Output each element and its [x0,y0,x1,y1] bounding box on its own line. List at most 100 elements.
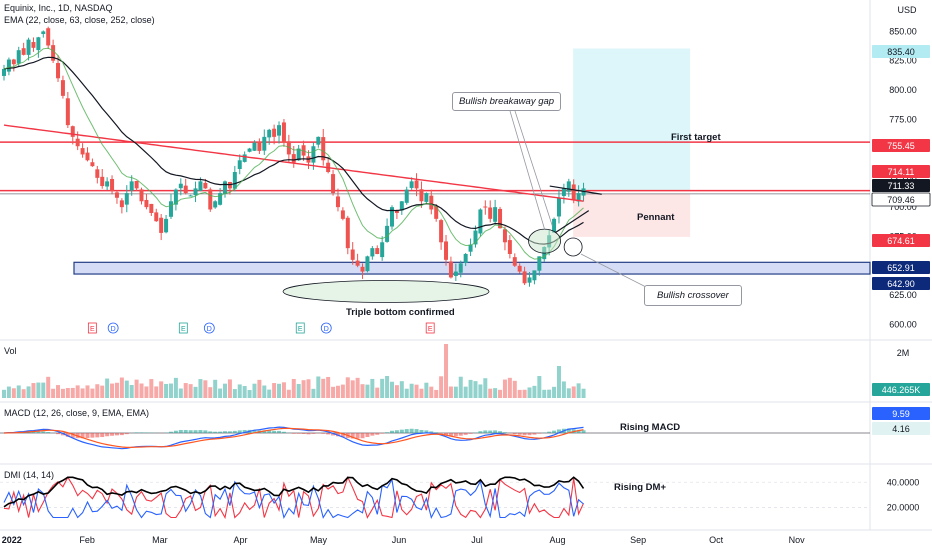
candle-body [95,169,100,178]
candle-body [277,125,282,136]
crossover-annotation: Bullish crossover [644,285,742,306]
candle-body [517,265,522,272]
candle-body [561,188,566,197]
volume-bar [159,381,164,398]
candle-body [242,154,247,162]
histogram-bar [517,433,522,435]
volume-bar [114,382,119,398]
earnings-marker [87,322,97,334]
volume-bar [458,376,463,398]
pennant-label: Pennant [637,212,675,223]
candle-body [247,148,252,152]
histogram-bar [203,430,208,433]
volume-bar [335,385,340,398]
histogram-bar [291,433,296,434]
candle-body [448,261,453,278]
candle-body [296,148,301,161]
volume-label-box [872,383,930,396]
earnings-marker [425,322,435,334]
volume-bar [512,380,517,398]
histogram-bar [419,429,424,433]
histogram-bar [434,432,439,433]
histogram-bar [370,433,375,436]
histogram-bar [262,430,267,433]
volume-bar [286,389,291,398]
price-label-box [872,234,930,247]
candle-body [105,181,110,187]
volume-bar [385,376,390,398]
histogram-bar [114,433,119,436]
candle-body [90,162,95,167]
volume-bar [527,387,532,398]
price-label-box [872,277,930,290]
volume-bar [522,389,527,398]
volume-bar [414,384,419,398]
histogram-bar [193,430,198,433]
candle-body [537,256,542,271]
volume-bar [542,389,547,398]
candle-body [56,63,61,79]
volume-bar [2,389,6,398]
candle-body [65,98,70,126]
histogram-bar [267,430,272,433]
candle-body [208,189,213,210]
candle-body [488,207,493,219]
volume-bar [46,376,51,398]
candle-body [60,80,65,96]
candle-body [173,189,178,205]
volume-bar [164,383,169,398]
x-tick-label: Oct [709,535,724,545]
candle-body [100,176,105,187]
histogram-bar [65,433,70,437]
histogram-bar [380,433,385,434]
volume-bar [139,383,144,398]
macd-value-label: 9.59 [892,409,910,419]
histogram-bar [223,431,228,433]
crossover-leader [580,253,647,288]
x-tick-label: Apr [233,535,247,545]
rising-dm-label: Rising DM+ [614,482,666,493]
candle-body [168,201,173,217]
candle-body [507,240,512,254]
histogram-bar [252,429,257,433]
candle-body [581,188,586,196]
histogram-bar [399,429,404,433]
candle-body [267,129,272,138]
histogram-bar [448,433,453,437]
volume-bar [51,388,56,398]
x-tick-label: May [310,535,328,545]
candle-body [335,196,340,208]
candle-body [493,207,498,222]
volume-bar [16,385,21,398]
volume-bar [237,384,242,398]
histogram-bar [350,433,355,439]
candle-body [321,137,326,161]
x-tick-label: 2022 [2,535,22,545]
candle-body [203,182,208,189]
volume-bar [65,387,70,398]
candle-body [291,154,296,163]
volume-bar [85,385,90,398]
volume-bar [100,385,105,398]
histogram-bar [537,433,542,434]
candle-body [365,256,370,272]
histogram-bar [404,429,409,433]
first-target-label: First target [671,132,721,143]
macd-legend: MACD (12, 26, close, 9, EMA, EMA) [4,408,150,418]
earnings-label: E [90,326,95,333]
candle-body [272,128,277,137]
histogram-bar [512,433,517,435]
triple-bottom-label: Triple bottom confirmed [346,307,455,318]
candle-body [512,257,517,266]
candle-body [370,248,375,257]
stop-zone [573,193,691,237]
volume-bar [537,376,542,398]
volume-bar [173,377,178,398]
candle-body [385,225,390,242]
volume-bar [257,379,262,398]
candle-body [183,185,188,194]
pennant-upper [549,185,602,195]
ema22-line [3,47,584,260]
volume-bar [36,382,41,398]
